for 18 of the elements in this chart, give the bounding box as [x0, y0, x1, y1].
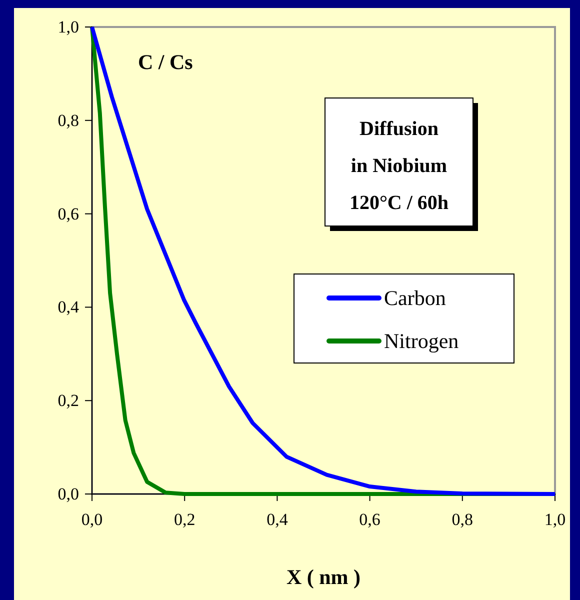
x-tick-label: 0,2 [174, 510, 196, 530]
x-tick-label: 0,0 [81, 510, 103, 530]
x-tick-label: 0,6 [359, 510, 380, 530]
legend-label: Nitrogen [384, 329, 460, 353]
x-tick-label: 0,8 [452, 510, 474, 530]
y-tick-label: 1,0 [58, 17, 79, 36]
x-tick-label: 1,0 [544, 510, 566, 530]
y-tick-label: 0,0 [58, 484, 79, 504]
y-tick-label: 0,2 [58, 391, 79, 410]
annotation: Diffusion in Niobium 120°C / 60h [349, 118, 449, 214]
y-tick-label: 0,6 [58, 204, 79, 224]
annotation: C / Cs [138, 50, 193, 74]
y-tick-label: 0,4 [58, 298, 80, 317]
line-series [90, 25, 557, 496]
y-tick-label: 0,8 [58, 110, 79, 130]
x-tick-label: 0,4 [266, 510, 288, 530]
legend-label: Carbon [384, 286, 446, 310]
x-axis-title: X ( nm ) [286, 565, 361, 589]
